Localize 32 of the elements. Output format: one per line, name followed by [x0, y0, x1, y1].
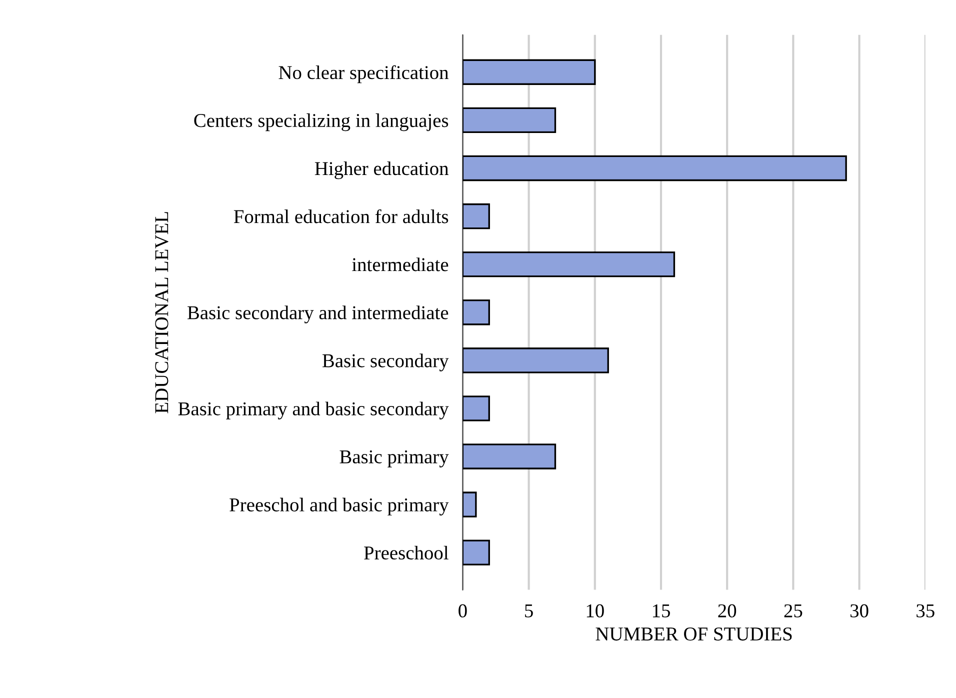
bar	[462, 396, 490, 422]
y-axis-title: EDUCATIONAL LEVEL	[155, 212, 168, 414]
x-tick-label: 20	[718, 604, 736, 618]
bar	[462, 107, 556, 134]
x-tick-label: 5	[525, 604, 533, 618]
bar	[462, 540, 490, 566]
y-tick-label: No clear specification	[278, 65, 449, 84]
bar	[462, 155, 847, 182]
x-tick-label: 35	[916, 604, 934, 618]
x-tick-label: 10	[586, 604, 604, 618]
bar	[462, 444, 556, 470]
bar	[462, 492, 477, 518]
y-tick-label: Basic secondary	[322, 354, 449, 372]
bar	[462, 348, 609, 374]
y-tick-label: Preeschool	[364, 546, 448, 560]
x-tick-label: 25	[784, 604, 802, 618]
bar	[462, 251, 676, 278]
y-tick-label: Higher education	[314, 161, 449, 180]
y-tick-label: Basic primary	[340, 450, 449, 468]
y-tick-label: intermediate	[352, 258, 448, 272]
bar	[462, 300, 490, 326]
y-tick-label: Basic primary and basic secondary	[178, 402, 449, 420]
bar	[462, 59, 596, 85]
bar	[462, 203, 490, 230]
x-tick-label: 0	[458, 604, 467, 618]
y-tick-label: Formal education for adults	[234, 209, 448, 224]
y-tick-label: Centers specializing in languajes	[194, 113, 448, 132]
x-tick-label: 15	[652, 604, 670, 618]
y-tick-label: Preeschol and basic primary	[230, 498, 449, 516]
x-axis-title: NUMBER OF STUDIES	[596, 628, 792, 641]
x-tick-label: 30	[850, 604, 868, 618]
y-tick-label: Basic secondary and intermediate	[188, 306, 448, 324]
